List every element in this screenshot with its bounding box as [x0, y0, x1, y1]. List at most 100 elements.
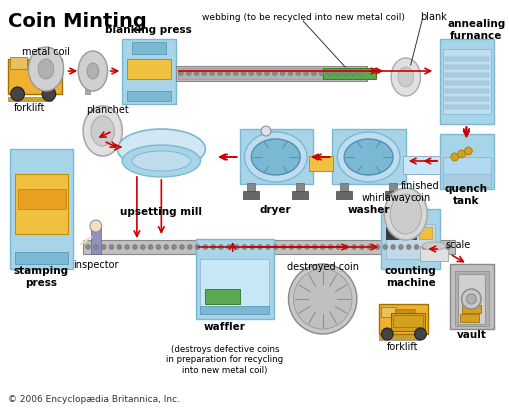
- Ellipse shape: [83, 107, 122, 157]
- Text: Coin Minting: Coin Minting: [8, 12, 146, 31]
- Ellipse shape: [421, 243, 445, 250]
- Ellipse shape: [256, 71, 261, 76]
- Ellipse shape: [38, 60, 53, 80]
- FancyBboxPatch shape: [83, 240, 454, 254]
- Ellipse shape: [101, 245, 106, 250]
- Ellipse shape: [279, 71, 285, 76]
- Ellipse shape: [233, 71, 238, 76]
- Ellipse shape: [389, 195, 420, 234]
- FancyBboxPatch shape: [15, 252, 68, 264]
- Ellipse shape: [163, 245, 168, 250]
- Ellipse shape: [293, 270, 351, 329]
- FancyBboxPatch shape: [402, 157, 439, 175]
- FancyBboxPatch shape: [200, 306, 268, 314]
- Text: upsetting mill: upsetting mill: [120, 207, 202, 216]
- Text: forklift: forklift: [386, 341, 418, 351]
- Ellipse shape: [327, 245, 332, 250]
- Ellipse shape: [251, 139, 300, 175]
- Ellipse shape: [210, 245, 215, 250]
- Ellipse shape: [457, 151, 465, 159]
- Ellipse shape: [334, 71, 339, 76]
- Ellipse shape: [273, 245, 277, 250]
- Ellipse shape: [117, 245, 122, 250]
- FancyBboxPatch shape: [381, 307, 395, 317]
- Ellipse shape: [244, 133, 306, 182]
- Text: quench
tank: quench tank: [444, 184, 487, 205]
- Ellipse shape: [241, 71, 245, 76]
- Text: vault: vault: [456, 329, 485, 339]
- FancyBboxPatch shape: [336, 191, 351, 200]
- FancyBboxPatch shape: [10, 58, 27, 70]
- FancyBboxPatch shape: [262, 132, 269, 154]
- Text: waffler: waffler: [204, 321, 245, 331]
- Ellipse shape: [288, 71, 292, 76]
- Ellipse shape: [351, 245, 356, 250]
- Ellipse shape: [148, 245, 153, 250]
- Ellipse shape: [218, 245, 223, 250]
- FancyBboxPatch shape: [385, 225, 434, 259]
- Ellipse shape: [202, 71, 207, 76]
- FancyBboxPatch shape: [8, 60, 62, 95]
- Ellipse shape: [464, 148, 471, 155]
- Ellipse shape: [171, 245, 176, 250]
- Ellipse shape: [289, 245, 293, 250]
- Text: scale: scale: [445, 239, 470, 249]
- FancyBboxPatch shape: [200, 259, 268, 309]
- Text: washer: washer: [347, 204, 389, 214]
- Ellipse shape: [319, 71, 324, 76]
- Ellipse shape: [93, 245, 98, 250]
- FancyBboxPatch shape: [379, 304, 428, 334]
- Text: counting
machine: counting machine: [384, 265, 436, 287]
- FancyBboxPatch shape: [419, 246, 447, 261]
- Ellipse shape: [78, 52, 107, 92]
- FancyBboxPatch shape: [392, 315, 422, 327]
- Ellipse shape: [421, 245, 426, 250]
- Text: dryer: dryer: [260, 204, 291, 214]
- FancyBboxPatch shape: [332, 130, 405, 184]
- Text: inspector: inspector: [73, 259, 119, 270]
- FancyBboxPatch shape: [461, 305, 480, 313]
- Ellipse shape: [261, 127, 270, 137]
- FancyBboxPatch shape: [418, 227, 431, 239]
- Ellipse shape: [194, 71, 199, 76]
- FancyBboxPatch shape: [442, 157, 490, 188]
- FancyBboxPatch shape: [308, 157, 333, 172]
- FancyBboxPatch shape: [390, 313, 425, 331]
- Ellipse shape: [272, 71, 277, 76]
- Ellipse shape: [249, 245, 254, 250]
- Ellipse shape: [311, 71, 316, 76]
- Ellipse shape: [398, 245, 403, 250]
- Ellipse shape: [390, 245, 395, 250]
- FancyBboxPatch shape: [205, 289, 239, 304]
- Ellipse shape: [140, 245, 145, 250]
- Text: © 2006 Encyclopædia Britannica, Inc.: © 2006 Encyclopædia Britannica, Inc.: [8, 394, 180, 403]
- Ellipse shape: [109, 245, 114, 250]
- Ellipse shape: [350, 71, 355, 76]
- FancyBboxPatch shape: [444, 82, 488, 86]
- Text: whirlaway: whirlaway: [361, 193, 410, 202]
- FancyBboxPatch shape: [176, 67, 366, 82]
- Ellipse shape: [397, 68, 413, 88]
- Text: planchet: planchet: [86, 105, 129, 115]
- Ellipse shape: [179, 245, 184, 250]
- Ellipse shape: [265, 245, 270, 250]
- FancyBboxPatch shape: [454, 271, 488, 326]
- Ellipse shape: [374, 245, 379, 250]
- Ellipse shape: [280, 245, 286, 250]
- FancyBboxPatch shape: [10, 150, 73, 270]
- FancyBboxPatch shape: [442, 50, 490, 115]
- Ellipse shape: [381, 328, 392, 340]
- Ellipse shape: [91, 117, 114, 147]
- Ellipse shape: [225, 71, 230, 76]
- Ellipse shape: [295, 71, 300, 76]
- FancyBboxPatch shape: [394, 309, 414, 313]
- Ellipse shape: [178, 71, 183, 76]
- Text: metal coil: metal coil: [22, 47, 70, 57]
- Ellipse shape: [320, 245, 325, 250]
- FancyBboxPatch shape: [292, 191, 307, 200]
- Ellipse shape: [132, 152, 190, 172]
- Ellipse shape: [195, 245, 200, 250]
- FancyBboxPatch shape: [439, 40, 493, 125]
- Ellipse shape: [461, 289, 480, 309]
- Ellipse shape: [11, 88, 24, 102]
